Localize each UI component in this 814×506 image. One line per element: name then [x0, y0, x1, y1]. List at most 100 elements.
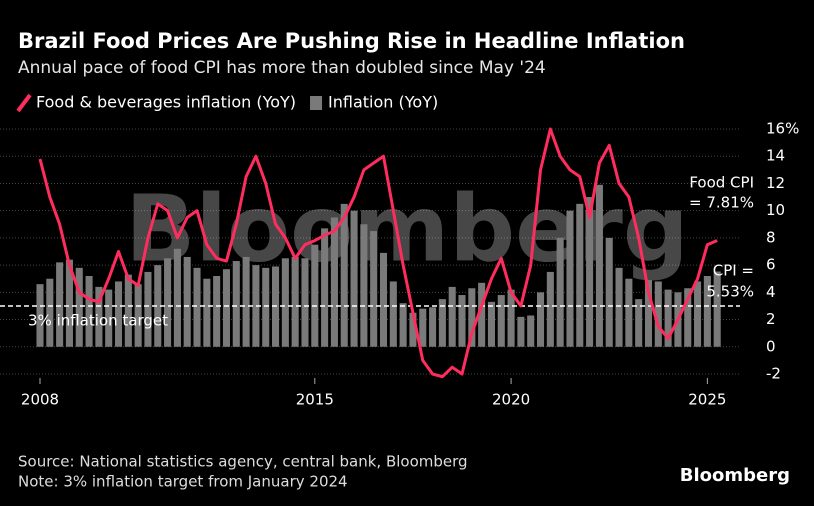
- bar: [487, 301, 495, 347]
- legend-swatch: [16, 93, 32, 113]
- x-tick-label: 2025: [688, 391, 726, 409]
- bar: [350, 210, 358, 347]
- bar: [183, 256, 191, 347]
- bar: [684, 288, 692, 347]
- bar: [497, 295, 505, 347]
- bar: [566, 210, 574, 347]
- bar: [527, 315, 535, 347]
- bar: [85, 276, 93, 347]
- bar: [389, 281, 397, 347]
- x-tick-label: 2008: [21, 391, 59, 409]
- legend-label: Inflation (YoY): [328, 93, 438, 112]
- bar: [429, 307, 437, 347]
- bar: [703, 276, 711, 347]
- y-tick-label: 8: [766, 228, 776, 246]
- bar: [222, 269, 231, 347]
- bar: [379, 252, 388, 347]
- bar: [311, 244, 319, 347]
- bar: [321, 228, 329, 347]
- bar: [36, 284, 44, 347]
- annotation: 5.53%: [706, 283, 754, 301]
- annotation: = 7.81%: [689, 194, 754, 212]
- bar: [65, 259, 73, 347]
- bar: [281, 258, 289, 347]
- bar: [46, 278, 54, 347]
- source: Source: National statistics agency, cent…: [18, 453, 468, 471]
- bar: [595, 184, 603, 347]
- y-tick-label: -2: [766, 365, 781, 383]
- legend-swatch: [310, 96, 323, 110]
- bar: [419, 308, 427, 347]
- y-tick-label: 16%: [766, 120, 799, 138]
- bar: [193, 267, 201, 347]
- bar: [144, 271, 152, 347]
- bar: [478, 282, 486, 347]
- bar: [615, 267, 623, 347]
- bar: [664, 289, 672, 347]
- chart-subtitle: Annual pace of food CPI has more than do…: [18, 58, 546, 78]
- bar: [242, 256, 250, 347]
- legend-label: Food & beverages inflation (YoY): [36, 93, 296, 112]
- bar: [203, 278, 211, 347]
- note: Note: 3% inflation target from January 2…: [18, 473, 348, 491]
- bar: [114, 281, 123, 347]
- y-tick-label: 10: [766, 201, 785, 219]
- bar: [213, 276, 221, 347]
- bar: [164, 258, 172, 347]
- bar: [556, 237, 564, 347]
- bar: [134, 284, 142, 347]
- annotation: CPI =: [713, 262, 754, 280]
- bar: [370, 231, 378, 347]
- bar: [95, 286, 103, 347]
- bar: [330, 217, 338, 347]
- bar: [399, 303, 407, 347]
- bar: [625, 278, 633, 347]
- bar: [262, 267, 270, 347]
- y-tick-label: 12: [766, 174, 785, 192]
- bar: [340, 203, 348, 347]
- bar: [468, 288, 476, 347]
- bar: [360, 224, 368, 347]
- logo: Bloomberg: [680, 465, 790, 486]
- y-tick-label: 6: [766, 256, 776, 274]
- y-tick-label: 14: [766, 147, 785, 165]
- line: [38, 127, 718, 379]
- y-tick-label: 4: [766, 283, 776, 301]
- bar: [654, 281, 662, 347]
- bar: [56, 262, 64, 347]
- x-tick-label: 2015: [296, 391, 334, 409]
- bar: [694, 281, 702, 347]
- bar: [75, 267, 83, 347]
- bar: [173, 248, 181, 347]
- bar: [586, 197, 594, 347]
- bar: [635, 299, 643, 347]
- bar: [154, 265, 162, 347]
- bar: [713, 271, 721, 347]
- watermark: Bloomberg: [125, 175, 688, 282]
- bar: [507, 289, 515, 347]
- bar: [105, 289, 113, 347]
- x-tick-label: 2020: [492, 391, 530, 409]
- bar: [252, 265, 260, 347]
- bar: [409, 312, 417, 347]
- bar: [124, 274, 132, 347]
- bar: [536, 292, 545, 347]
- bar: [291, 256, 299, 347]
- bar: [605, 237, 613, 347]
- bar: [458, 295, 466, 347]
- bar: [448, 286, 456, 347]
- y-tick-label: 0: [766, 337, 776, 355]
- bar: [301, 258, 309, 347]
- bar: [644, 280, 653, 347]
- target-label: 3% inflation target: [28, 311, 168, 329]
- bar: [438, 299, 446, 347]
- bar: [517, 316, 525, 347]
- annotation: Food CPI: [689, 174, 754, 192]
- bar: [232, 261, 240, 347]
- chart-title: Brazil Food Prices Are Pushing Rise in H…: [18, 29, 685, 53]
- y-tick-label: 2: [766, 310, 776, 328]
- bar: [546, 271, 554, 347]
- bar: [576, 203, 584, 347]
